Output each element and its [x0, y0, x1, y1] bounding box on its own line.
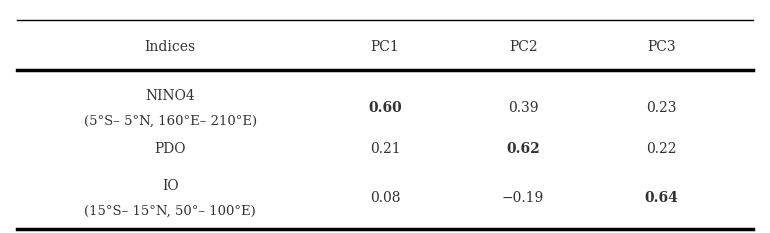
Text: NINO4: NINO4 — [146, 89, 195, 103]
Text: 0.23: 0.23 — [646, 101, 677, 115]
Text: 0.21: 0.21 — [370, 142, 400, 156]
Text: IO: IO — [162, 178, 179, 192]
Text: 0.62: 0.62 — [506, 142, 540, 156]
Text: (5°S– 5°N, 160°E– 210°E): (5°S– 5°N, 160°E– 210°E) — [84, 115, 256, 128]
Text: 0.60: 0.60 — [368, 101, 402, 115]
Text: 0.39: 0.39 — [508, 101, 538, 115]
Text: 0.64: 0.64 — [644, 191, 678, 205]
Text: PDO: PDO — [155, 142, 186, 156]
Text: −0.19: −0.19 — [502, 191, 544, 205]
Text: 0.08: 0.08 — [370, 191, 400, 205]
Text: PC1: PC1 — [370, 41, 400, 55]
Text: Indices: Indices — [145, 41, 196, 55]
Text: PC3: PC3 — [647, 41, 675, 55]
Text: 0.22: 0.22 — [646, 142, 677, 156]
Text: (15°S– 15°N, 50°– 100°E): (15°S– 15°N, 50°– 100°E) — [84, 204, 256, 217]
Text: PC2: PC2 — [509, 41, 537, 55]
